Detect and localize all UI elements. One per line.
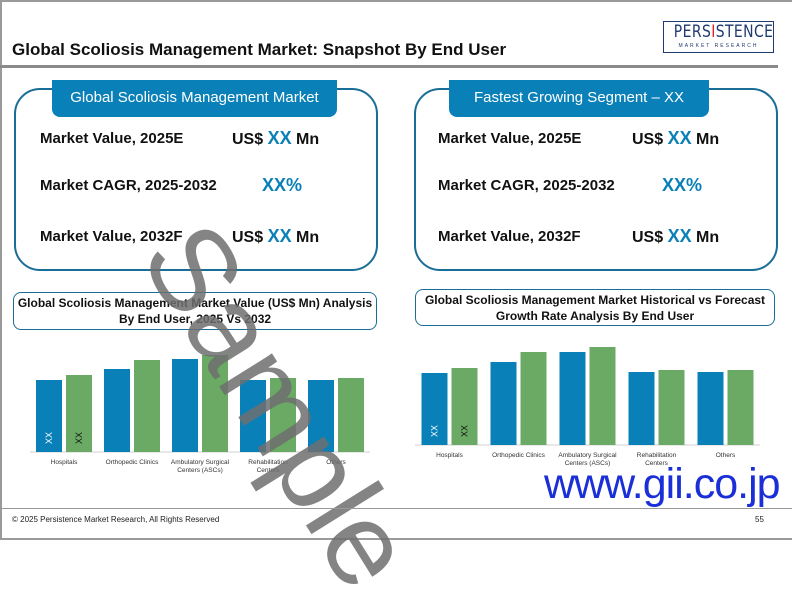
bar-ambulatory-surgical-centers-ascs--s1 bbox=[589, 347, 616, 445]
metric-label: Market Value, 2032F bbox=[438, 228, 581, 245]
category-label: Others bbox=[326, 459, 346, 466]
bar-others-s0 bbox=[308, 380, 334, 452]
category-label: Ambulatory Surgical Centers (ASCs) bbox=[171, 459, 230, 474]
fastest-segment-heading: Fastest Growing Segment – XX bbox=[449, 80, 709, 117]
metric-value: US$ XX Mn bbox=[632, 128, 719, 149]
fastest-segment-panel bbox=[414, 88, 778, 271]
page-frame bbox=[0, 0, 792, 540]
bar-orthopedic-clinics-s0 bbox=[490, 362, 517, 445]
bar-ambulatory-surgical-centers-ascs--s0 bbox=[559, 352, 586, 445]
metric-value: XX% bbox=[262, 175, 302, 196]
metric-value: XX bbox=[667, 128, 692, 148]
title-divider bbox=[0, 65, 778, 68]
page-title: Global Scoliosis Management Market: Snap… bbox=[12, 40, 507, 59]
metric-suffix: Mn bbox=[291, 229, 320, 246]
metric-label: Market Value, 2025E bbox=[40, 130, 184, 147]
metric-label: Market CAGR, 2025-2032 bbox=[438, 177, 615, 194]
left-chart-title: Global Scoliosis Management Market Value… bbox=[13, 292, 377, 330]
metric-prefix: US$ bbox=[232, 131, 268, 148]
global-market-heading: Global Scoliosis Management Market bbox=[52, 80, 337, 117]
metric-label: Market Value, 2032F bbox=[40, 228, 183, 245]
metric-suffix: Mn bbox=[291, 131, 320, 148]
right-chart-title: Global Scoliosis Management Market Histo… bbox=[415, 289, 775, 326]
bar-hospitals-s1 bbox=[66, 375, 92, 452]
bar-hospitals-s0 bbox=[36, 380, 62, 452]
bar-rehabilitation-centers-s1 bbox=[270, 378, 296, 452]
category-label: Others bbox=[716, 452, 736, 459]
bar-hospitals-s1 bbox=[451, 368, 478, 445]
category-label: Orthopedic Clinics bbox=[492, 452, 545, 459]
data-label: XX bbox=[74, 432, 84, 444]
bar-rehabilitation-centers-s0 bbox=[628, 372, 655, 445]
metric-value: US$ XX Mn bbox=[232, 128, 319, 149]
data-label: XX bbox=[460, 425, 470, 437]
data-label: XX bbox=[430, 425, 440, 437]
metric-prefix: US$ bbox=[632, 229, 668, 246]
metric-value: XX bbox=[667, 226, 692, 246]
bar-orthopedic-clinics-s0 bbox=[104, 369, 130, 452]
metric-suffix: Mn bbox=[691, 131, 720, 148]
page-number: 55 bbox=[755, 515, 764, 524]
metric-suffix: Mn bbox=[691, 229, 720, 246]
bar-rehabilitation-centers-s0 bbox=[240, 380, 266, 452]
data-label: XX bbox=[44, 432, 54, 444]
charts-layer: XX XX Hospitals Orthopedic Clinics Ambulator… bbox=[30, 347, 760, 474]
metric-prefix: US$ bbox=[632, 131, 668, 148]
bar-rehabilitation-centers-s1 bbox=[658, 370, 685, 445]
site-watermark: www.gii.co.jp bbox=[544, 460, 781, 508]
bar-hospitals-s0 bbox=[421, 373, 448, 445]
bar-ambulatory-surgical-centers-ascs--s0 bbox=[172, 359, 198, 452]
metric-prefix: US$ bbox=[232, 229, 268, 246]
bar-others-s0 bbox=[697, 372, 724, 445]
copyright: © 2025 Persistence Market Research, All … bbox=[12, 515, 220, 524]
metric-value: XX% bbox=[662, 175, 702, 196]
bar-orthopedic-clinics-s1 bbox=[134, 360, 160, 452]
metric-value: XX% bbox=[662, 175, 703, 195]
category-label: Orthopedic Clinics bbox=[106, 459, 159, 466]
category-label: Rehabilitation Centers bbox=[248, 459, 288, 474]
category-label: Hospitals bbox=[436, 452, 463, 459]
bar-ambulatory-surgical-centers-ascs--s1 bbox=[202, 355, 228, 452]
footer-divider bbox=[0, 508, 792, 509]
metric-value: XX bbox=[267, 226, 292, 246]
metric-label: Market CAGR, 2025-2032 bbox=[40, 177, 217, 194]
bar-orthopedic-clinics-s1 bbox=[520, 352, 547, 445]
persistence-logo: PERSISTENCE MARKET RESEARCH bbox=[663, 21, 774, 53]
metric-label: Market Value, 2025E bbox=[438, 130, 582, 147]
category-label: Rehabilitation Centers bbox=[637, 452, 677, 467]
metric-value: XX bbox=[267, 128, 292, 148]
metric-value: US$ XX Mn bbox=[632, 226, 719, 247]
bar-others-s1 bbox=[338, 378, 364, 452]
bar-others-s1 bbox=[727, 370, 754, 445]
category-label: Hospitals bbox=[51, 459, 78, 466]
metric-value: XX% bbox=[262, 175, 303, 195]
metric-value: US$ XX Mn bbox=[232, 226, 319, 247]
category-label: Ambulatory Surgical Centers (ASCs) bbox=[558, 452, 617, 467]
global-market-panel bbox=[14, 88, 378, 271]
